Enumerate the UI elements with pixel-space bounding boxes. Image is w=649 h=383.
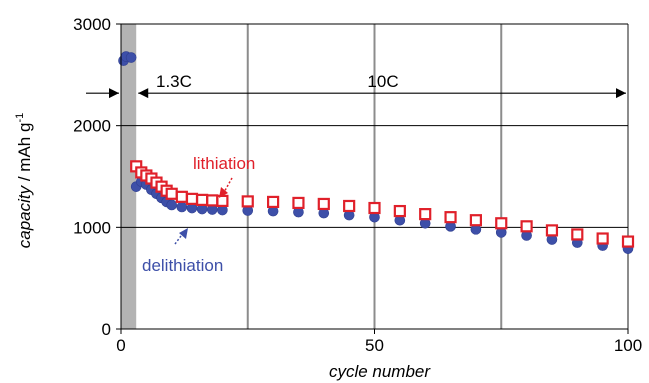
- rate-arrowhead-10c-left: [138, 88, 149, 99]
- point-lithiation: [343, 199, 356, 213]
- point-lithiation: [571, 228, 584, 241]
- y-axis-title-superscript: -1: [14, 113, 26, 123]
- shaded-region: [121, 24, 137, 329]
- gridlines: [121, 23, 629, 329]
- point-lithiation: [267, 195, 280, 209]
- point-lithiation: [175, 190, 188, 203]
- tick-labels: 0 1000 2000 3000 0 50 100: [73, 15, 642, 355]
- rate-arrowhead-1-3c-left: [109, 88, 119, 99]
- point-lithiation: [185, 192, 199, 205]
- point-lithiation: [292, 196, 305, 210]
- y-tick-label: 0: [102, 320, 111, 339]
- point-lithiation: [196, 193, 209, 206]
- x-tick-label: 50: [365, 336, 384, 355]
- lithiation-arrow: [222, 177, 233, 195]
- data-points: [118, 51, 635, 254]
- plot-background: [121, 24, 137, 329]
- point-lithiation: [206, 194, 219, 207]
- point-lithiation: [216, 194, 229, 207]
- y-tick-label: 3000: [73, 15, 111, 34]
- point-lithiation: [621, 235, 635, 248]
- rate-label-10c: 10C: [367, 72, 398, 91]
- point-lithiation: [469, 214, 482, 227]
- point-delithiation: [176, 201, 188, 213]
- rate-arrowhead-10c-right: [616, 88, 626, 99]
- point-lithiation: [368, 201, 381, 215]
- annotation-arrows: [174, 177, 233, 245]
- point-lithiation: [393, 204, 406, 218]
- x-tick-label: 0: [116, 336, 125, 355]
- point-lithiation: [419, 208, 432, 221]
- point-lithiation: [596, 232, 609, 245]
- point-lithiation: [495, 217, 508, 230]
- x-axis-title: cycle number: [329, 362, 431, 381]
- lithiation-arrowhead: [219, 187, 228, 198]
- point-lithiation: [545, 224, 559, 237]
- point-lithiation: [520, 220, 533, 233]
- y-tick-label: 2000: [73, 117, 111, 136]
- y-axis-title: capacity / mAh g-1: [14, 113, 34, 248]
- x-tick-label: 100: [614, 336, 642, 355]
- delithiation-arrowhead: [179, 228, 188, 239]
- point-lithiation: [165, 187, 178, 200]
- point-lithiation: [317, 197, 330, 211]
- point-delithiation: [166, 199, 177, 211]
- delithiation-label: delithiation: [142, 256, 223, 275]
- lithiation-label: lithiation: [193, 154, 255, 173]
- y-axis-title-italic: capacity: [15, 184, 34, 248]
- y-tick-label: 1000: [73, 218, 111, 237]
- rate-annotations: [86, 88, 626, 99]
- point-lithiation: [444, 211, 457, 224]
- point-lithiation: [241, 195, 254, 208]
- y-axis-title-unit: / mAh g: [15, 123, 34, 186]
- rate-label-1-3c: 1.3C: [156, 72, 192, 91]
- point-delithiation: [125, 52, 137, 63]
